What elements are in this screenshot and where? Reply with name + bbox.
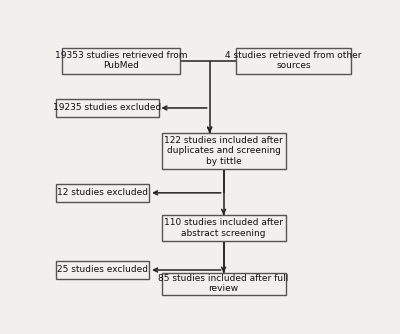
FancyBboxPatch shape [162,133,286,169]
FancyBboxPatch shape [56,99,158,117]
FancyBboxPatch shape [62,48,180,73]
Text: 25 studies excluded: 25 studies excluded [57,266,148,275]
FancyBboxPatch shape [162,273,286,295]
Text: 122 studies included after
duplicates and screening
by tittle: 122 studies included after duplicates an… [164,136,283,166]
FancyBboxPatch shape [162,215,286,241]
Text: 19235 studies excluded: 19235 studies excluded [53,104,162,113]
Text: 12 studies excluded: 12 studies excluded [57,188,148,197]
Text: 19353 studies retrieved from
PubMed: 19353 studies retrieved from PubMed [55,51,188,70]
FancyBboxPatch shape [56,184,149,202]
Text: 110 studies included after
abstract screening: 110 studies included after abstract scre… [164,218,283,237]
Text: 4 studies retrieved from other
sources: 4 studies retrieved from other sources [225,51,362,70]
FancyBboxPatch shape [56,261,149,279]
Text: 85 studies included after full
review: 85 studies included after full review [158,274,289,294]
FancyBboxPatch shape [236,48,351,73]
